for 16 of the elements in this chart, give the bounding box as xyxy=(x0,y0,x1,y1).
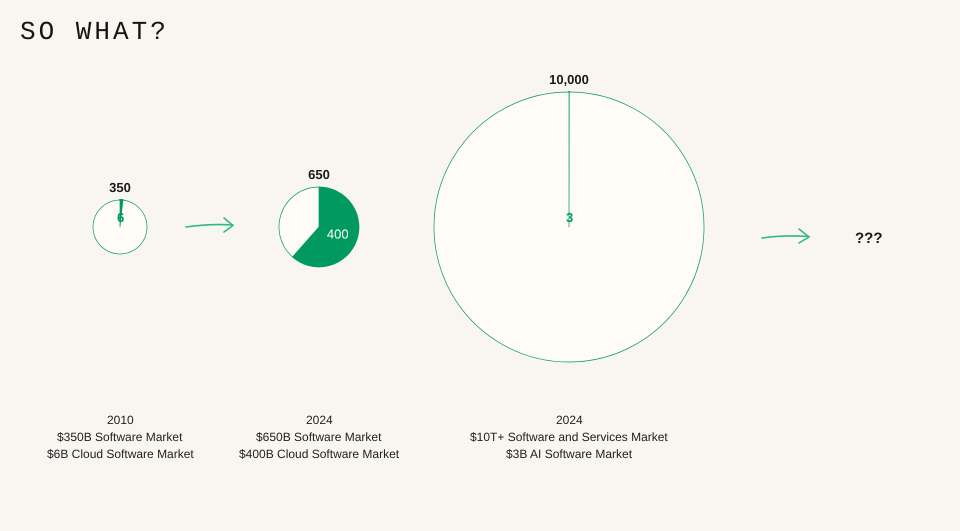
text: $350B Software Market xyxy=(57,430,184,444)
text: 2010 xyxy=(107,413,134,427)
chart-title: 650 xyxy=(308,167,330,182)
data-label: 400 xyxy=(326,226,349,242)
chart-title: 10,000 xyxy=(549,72,589,87)
text: 2024 xyxy=(556,413,584,427)
text: $3B AI Software Market xyxy=(506,447,633,461)
text: $6B Cloud Software Market xyxy=(47,447,194,461)
text: ??? xyxy=(855,230,882,246)
text: 2024 xyxy=(306,413,334,427)
chart-title: 350 xyxy=(109,180,131,195)
text: $10T+ Software and Services Market xyxy=(470,430,668,444)
text: SO WHAT? xyxy=(20,17,169,47)
text: $400B Cloud Software Market xyxy=(239,447,400,461)
text: $650B Software Market xyxy=(256,430,382,444)
pie-slice xyxy=(92,200,148,254)
